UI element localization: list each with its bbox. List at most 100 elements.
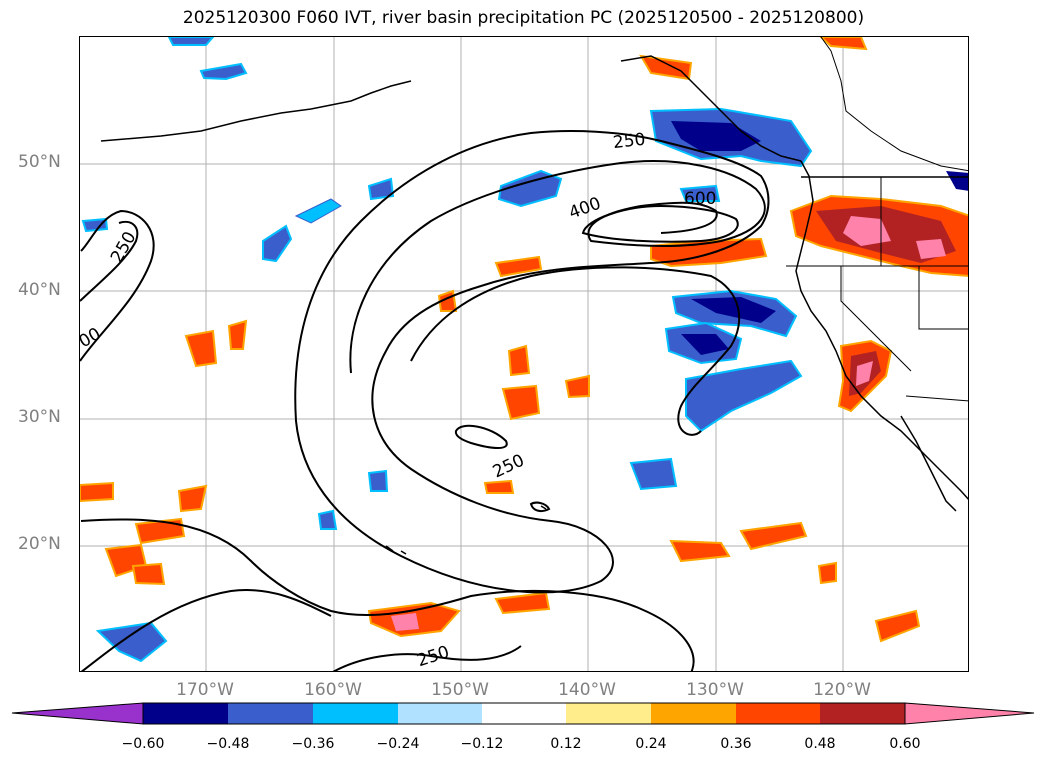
colorbar-bin-2 [228, 703, 313, 724]
neg-region-48n [497, 169, 563, 208]
colorbar [11, 702, 1035, 725]
colorbar-tick-060: 0.60 [889, 736, 921, 752]
ivt-contour-250-east [410, 266, 741, 436]
contour-label-250-small: 250 [490, 451, 528, 483]
lat-label-40n: 40°N [18, 280, 61, 300]
map-title: 2025120300 F060 IVT, river basin precipi… [182, 8, 865, 28]
colorbar-tick-024: 0.24 [635, 736, 667, 752]
colorbar-tick-036: 0.36 [720, 736, 752, 752]
border-states-d [918, 266, 968, 330]
pos-region-19n [739, 521, 808, 551]
neg-region-22n [367, 469, 389, 492]
lat-label-50n: 50°N [18, 152, 61, 172]
neg-region-44n [262, 224, 293, 263]
contour-label-cut: 00 [80, 324, 104, 352]
neg-region-25n [629, 457, 678, 491]
neg-core-40n [691, 297, 776, 323]
neg-region-47n [294, 198, 342, 224]
coastline-bc-islands [820, 37, 968, 172]
precipitation-pc-fill-positive [80, 37, 968, 643]
neg-region-top [167, 37, 215, 46]
contour-label-250-south: 250 [415, 642, 452, 671]
lon-label-150w: 150°W [431, 680, 489, 700]
ivt-contour-600 [581, 204, 739, 243]
colorbar-bin-5 [482, 703, 566, 724]
pos-region-ne-coast [639, 54, 693, 81]
colorbar-bin-7 [651, 703, 736, 724]
contour-label-250-north: 250 [612, 130, 646, 153]
neg-region-far-west [81, 217, 109, 233]
colorbar-tick-neg024: −0.24 [376, 736, 420, 752]
colorbar-extend-high [904, 702, 1035, 725]
neg-region-30n [685, 359, 803, 433]
lon-label-130w: 130°W [686, 680, 744, 700]
coastline-alaska-gulf [620, 55, 802, 162]
ivt-contour-250-bottom [80, 589, 332, 671]
neg-region-far-sw [95, 621, 168, 663]
colorbar-outline [142, 702, 906, 725]
hawaii-islands [385, 505, 547, 555]
ivt-contours [80, 130, 770, 671]
colorbar-bin-3 [313, 703, 398, 724]
lon-label-170w: 170°W [176, 680, 234, 700]
pos-region-35n-c [507, 344, 531, 377]
ivt-contour-250-small [454, 424, 508, 449]
pos-peak-calif [856, 361, 873, 386]
border-mexico [905, 395, 968, 402]
colorbar-tick-neg060: −0.60 [121, 736, 165, 752]
pos-region-32n [501, 384, 541, 421]
lon-label-160w: 160°W [304, 680, 362, 700]
lat-label-20n: 20°N [18, 534, 61, 554]
neg-region-48n-b [367, 177, 395, 201]
coastline-aleutians [100, 80, 412, 142]
lat-label-30n: 30°N [18, 407, 61, 427]
neg-region-20n [317, 509, 338, 530]
colorbar-tick-neg012: −0.12 [460, 736, 504, 752]
colorbar-bin-6 [566, 703, 651, 724]
coastline-baja [900, 415, 957, 512]
pos-region-sw-b [134, 517, 186, 545]
colorbar-extend-low [11, 702, 144, 725]
map-canvas: 250 400 600 250 250 250 00 [80, 37, 968, 671]
pos-region-15n [817, 561, 837, 585]
neg-region-ne [946, 171, 968, 191]
pos-peak-12n [391, 613, 419, 631]
pos-region-35n-a [184, 329, 218, 368]
ivt-contour-250-west [80, 209, 155, 362]
pos-region-sw-c [131, 562, 166, 586]
ivt-contour-small-loop [529, 501, 551, 513]
pos-region-18n [669, 539, 731, 563]
colorbar-bin-9 [820, 703, 905, 724]
pos-peak-pnw [843, 216, 891, 246]
pos-region-far-west-b [80, 481, 114, 503]
colorbar-tick-012: 0.12 [550, 736, 582, 752]
neg-core-35n [681, 334, 729, 355]
contour-label-250-west: 250 [107, 228, 141, 266]
colorbar-tick-neg036: −0.36 [291, 736, 335, 752]
ivt-contour-250-west-inner [80, 221, 139, 302]
ivt-contour-400 [349, 160, 766, 374]
coastlines [100, 37, 968, 555]
colorbar-bin-4 [398, 703, 482, 724]
lon-label-140w: 140°W [558, 680, 616, 700]
pos-region-33n [564, 374, 590, 399]
colorbar-bin-1 [143, 703, 228, 724]
colorbar-tick-048: 0.48 [804, 736, 836, 752]
pos-region-13n [494, 591, 551, 615]
pos-region-12n-east [874, 609, 921, 643]
neg-region-55n [199, 62, 248, 81]
colorbar-tick-neg048: −0.48 [206, 736, 250, 752]
pos-region-top-right [819, 37, 868, 51]
map-panel: 250 400 600 250 250 250 00 [79, 36, 969, 672]
ivt-contour-250-main [294, 130, 770, 594]
neg-region-bc [679, 184, 721, 202]
pos-peak-pnw-b [916, 239, 946, 259]
colorbar-bin-8 [736, 703, 820, 724]
pos-region-24n [483, 479, 515, 494]
ivt-contour-250-south [80, 518, 695, 671]
pos-region-35n-b [227, 319, 248, 350]
pos-region-42n [494, 255, 543, 278]
ivt-contour-bottom-mid [332, 645, 522, 671]
pos-region-22n-a [177, 484, 208, 513]
coastline-north-america [795, 160, 968, 500]
